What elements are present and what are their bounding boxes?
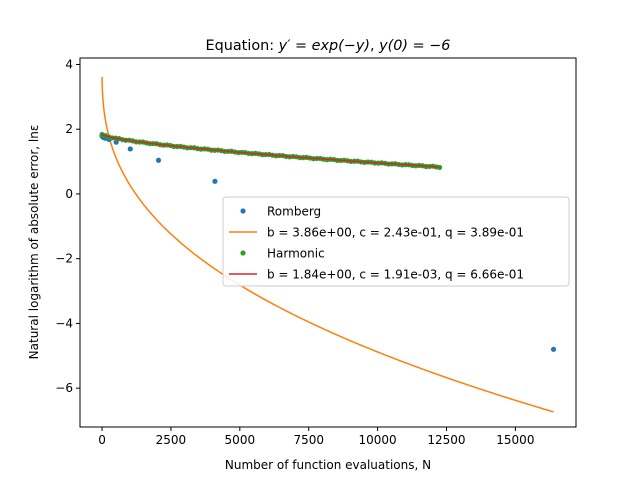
y-tick-label: −4 [55,316,73,330]
x-axis-ticks: 0 2500 5000 7500 10000 12500 15000 [98,427,534,447]
x-tick-label: 10000 [359,433,397,447]
title-math-1: y′ = exp(−y) [278,38,370,54]
y-axis-ticks: −6 −4 −2 0 2 4 [55,57,80,395]
y-axis-label: Natural logarithm of absolute error, lnε [27,125,41,360]
romberg-fit-line [101,76,554,413]
legend-label: b = 3.86e+00, c = 2.43e-01, q = 3.89e-01 [267,226,524,240]
title-separator: , [370,38,379,54]
plot-frame [79,57,577,428]
chart-title: Equation: y′ = exp(−y), y(0) = −6 [206,38,451,54]
legend-marker [240,208,246,214]
legend-box [222,196,570,287]
x-tick-label: 0 [98,433,106,447]
legend-label: Harmonic [267,247,325,261]
x-tick-label: 12500 [427,433,465,447]
legend-label: b = 1.84e+00, c = 1.91e-03, q = 6.66e-01 [267,268,524,282]
x-axis-label: Number of function evaluations, N [225,458,431,472]
legend: Romberg b = 3.86e+00, c = 2.43e-01, q = 3… [222,196,570,287]
x-tick-label: 7500 [293,433,324,447]
x-tick-label: 2500 [156,433,187,447]
romberg-point [127,146,133,152]
title-prefix: Equation: [206,38,279,54]
legend-label: Romberg [267,205,321,219]
romberg-point [212,178,218,184]
y-tick-label: 4 [65,57,73,71]
legend-marker [240,250,246,256]
x-tick-label: 15000 [496,433,534,447]
romberg-point [550,346,557,352]
y-tick-label: −2 [55,252,73,266]
plot-area [99,76,557,413]
x-tick-label: 5000 [225,433,256,447]
romberg-point [113,139,119,145]
legend-entries: Romberg b = 3.86e+00, c = 2.43e-01, q = 3… [229,205,524,282]
harmonic-point [437,164,443,171]
title-math-2: y(0) = −6 [378,38,450,54]
series-layer [99,76,557,413]
y-tick-label: −6 [55,381,73,395]
y-tick-label: 2 [65,122,73,136]
romberg-point [155,157,162,163]
harmonic-fit-line [101,133,440,168]
y-tick-label: 0 [65,187,73,201]
